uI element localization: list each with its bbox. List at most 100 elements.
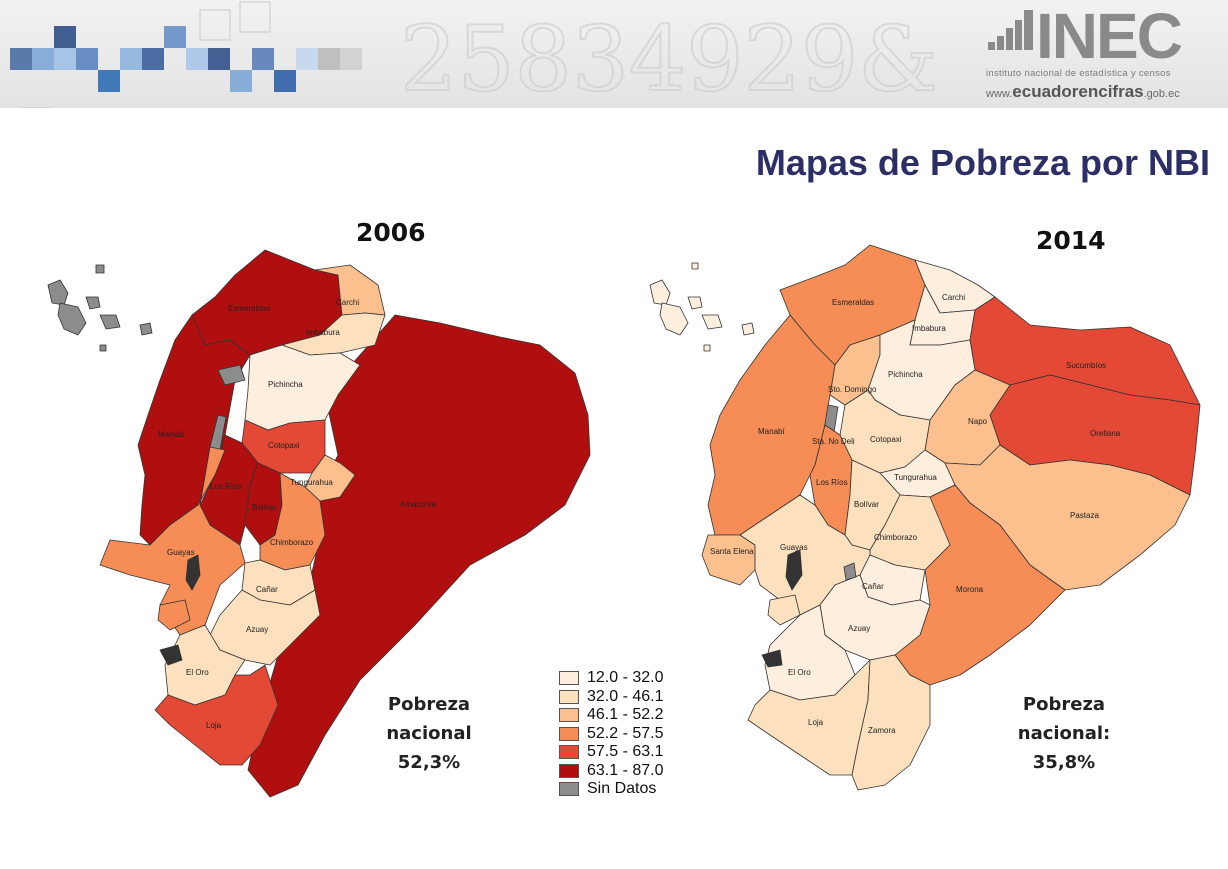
pobreza-2006: Pobreza nacional 52,3%: [370, 690, 488, 777]
label-carchi-2006: Carchi: [336, 298, 359, 307]
label-orellana-2014: Orellana: [1090, 429, 1121, 438]
legend-item: 57.5 - 63.1: [555, 743, 715, 762]
pobreza-2014-value: 35,8%: [1032, 752, 1096, 773]
legend-swatch: [559, 708, 579, 722]
year-label-2006: 2006: [356, 218, 426, 247]
label-chimborazo-2014: Chimborazo: [874, 533, 918, 542]
pobreza-2006-line2: nacional: [386, 723, 472, 744]
province-loja-2006: [154, 664, 279, 766]
label-pichincha-2014: Pichincha: [888, 370, 923, 379]
page-title: Mapas de Pobreza por NBI: [755, 142, 1210, 183]
label-azuay-2014: Azuay: [848, 624, 870, 633]
legend-item: 63.1 - 87.0: [555, 762, 715, 781]
label-zamora-2014: Zamora: [868, 726, 896, 735]
bar-chart-icon: [988, 10, 1033, 50]
label-cotopaxi-2014: Cotopaxi: [870, 435, 902, 444]
province-labels-2006: Esmeraldas Carchi Imbabura Pichincha Man…: [158, 298, 437, 730]
province-guayas-island-2006: [157, 599, 191, 631]
label-loja-2006: Loja: [206, 721, 222, 730]
legend-swatch: [559, 671, 579, 685]
label-sucumbios-2014: Sucumbíos: [1066, 361, 1106, 370]
label-sto-domingo-2014: Sto. Domingo: [828, 385, 877, 394]
label-guayas-2014: Guayas: [780, 543, 808, 552]
province-pichincha-2006: [244, 344, 361, 431]
label-el-oro-2006: El Oro: [186, 668, 209, 677]
label-esmeraldas-2006: Esmeraldas: [228, 304, 270, 313]
galapagos-2014: [649, 262, 755, 352]
pobreza-2014: Pobreza nacional: 35,8%: [1002, 690, 1126, 777]
gulf-islands-2006: [159, 554, 201, 666]
label-esmeraldas-2014: Esmeraldas: [832, 298, 874, 307]
label-pichincha-2006: Pichincha: [268, 380, 303, 389]
label-chimborazo-2006: Chimborazo: [270, 538, 314, 547]
legend-swatch: [559, 689, 579, 704]
province-los-rios-2006: [199, 434, 259, 546]
label-los-rios-2006: Los Ríos: [210, 482, 242, 491]
url-prefix: www.: [986, 88, 1013, 100]
province-santa-elena-2014: [701, 534, 756, 586]
label-napo-2014: Napo: [968, 417, 988, 426]
map-2006: Esmeraldas Carchi Imbabura Pichincha Man…: [47, 249, 591, 798]
pobreza-2014-line2: nacional:: [1017, 723, 1111, 744]
province-morona-2014: [894, 484, 1066, 686]
legend-item: 52.2 - 57.5: [555, 725, 715, 744]
label-canar-2006: Cañar: [256, 585, 278, 594]
gulf-islands-2014: [761, 549, 803, 668]
legend-item: 46.1 - 52.2: [555, 706, 715, 725]
legend-label: 63.1 - 87.0: [587, 761, 664, 779]
province-no-data-3-2014: [843, 562, 857, 581]
header-banner: 25834929& INEC instituto nacional de est…: [0, 0, 1228, 108]
url-suffix: .gob.ec: [1143, 88, 1180, 100]
label-carchi-2014: Carchi: [942, 293, 965, 302]
label-tungurahua-2014: Tungurahua: [894, 473, 937, 482]
map-2014: Esmeraldas Carchi Imbabura Sucumbíos Sto…: [649, 244, 1201, 791]
pobreza-2014-line1: Pobreza: [1022, 694, 1106, 715]
province-guayas-island-2014: [767, 594, 801, 626]
legend-swatch: [559, 782, 579, 796]
legend-label: 46.1 - 52.2: [587, 706, 664, 723]
legend-swatch: [559, 726, 579, 741]
pobreza-2006-line1: Pobreza: [387, 694, 471, 715]
legend-swatch: [559, 763, 579, 778]
svg-text:25834929&: 25834929&: [400, 7, 938, 108]
legend-label: 57.5 - 63.1: [587, 743, 664, 760]
label-manabi-2014: Manabí: [758, 427, 785, 436]
logo-text: INEC: [1036, 0, 1183, 72]
label-los-rios-2014: Los Ríos: [816, 478, 848, 487]
legend-label: 32.0 - 46.1: [587, 687, 664, 705]
label-bolivar-2014: Bolívar: [854, 500, 879, 509]
legend-swatch: [559, 745, 579, 759]
label-loja-2014: Loja: [808, 718, 824, 727]
site-url[interactable]: www.ecuadorencifras.gob.ec: [986, 82, 1180, 102]
label-imbabura-2006: Imbabura: [306, 328, 340, 337]
label-canar-2014: Cañar: [862, 582, 884, 591]
label-pastaza-2014: Pastaza: [1070, 511, 1099, 520]
inec-logo: INEC instituto nacional de estadística y…: [986, 4, 1218, 102]
legend-label: 52.2 - 57.5: [587, 724, 664, 742]
label-guayas-2006: Guayas: [167, 548, 195, 557]
province-labels-2014: Esmeraldas Carchi Imbabura Sucumbíos Sto…: [710, 293, 1121, 735]
logo-subtitle: instituto nacional de estadística y cens…: [986, 68, 1171, 79]
label-azuay-2006: Azuay: [246, 625, 268, 634]
label-sto-no-deli-2014: Sta. No Deli: [812, 437, 855, 446]
label-el-oro-2014: El Oro: [788, 668, 811, 677]
label-santa-elena-2014: Santa Elena: [710, 547, 754, 556]
legend-label: 12.0 - 32.0: [587, 669, 664, 686]
label-bolivar-2006: Bolívar: [252, 503, 277, 512]
galapagos-2006: [47, 264, 153, 352]
label-manabi-2006: Manabí: [158, 430, 185, 439]
label-imbabura-2014: Imbabura: [912, 324, 946, 333]
legend-item: 12.0 - 32.0: [555, 669, 715, 688]
pobreza-2006-value: 52,3%: [397, 752, 461, 773]
province-no-data-2006: [217, 364, 246, 386]
label-amazonia-2006: Amazonía: [400, 500, 437, 509]
legend-item: Sin Datos: [555, 780, 715, 799]
legend: 12.0 - 32.0 32.0 - 46.1 46.1 - 52.2 52.2 - …: [555, 669, 715, 799]
banner-decoration: 25834929&: [10, 1, 939, 108]
year-label-2014: 2014: [1036, 226, 1106, 255]
legend-label: Sin Datos: [587, 780, 657, 797]
label-cotopaxi-2006: Cotopaxi: [268, 441, 300, 450]
label-morona-2014: Morona: [956, 585, 984, 594]
legend-item: 32.0 - 46.1: [555, 688, 715, 707]
url-main: ecuadorencifras: [1012, 82, 1144, 101]
